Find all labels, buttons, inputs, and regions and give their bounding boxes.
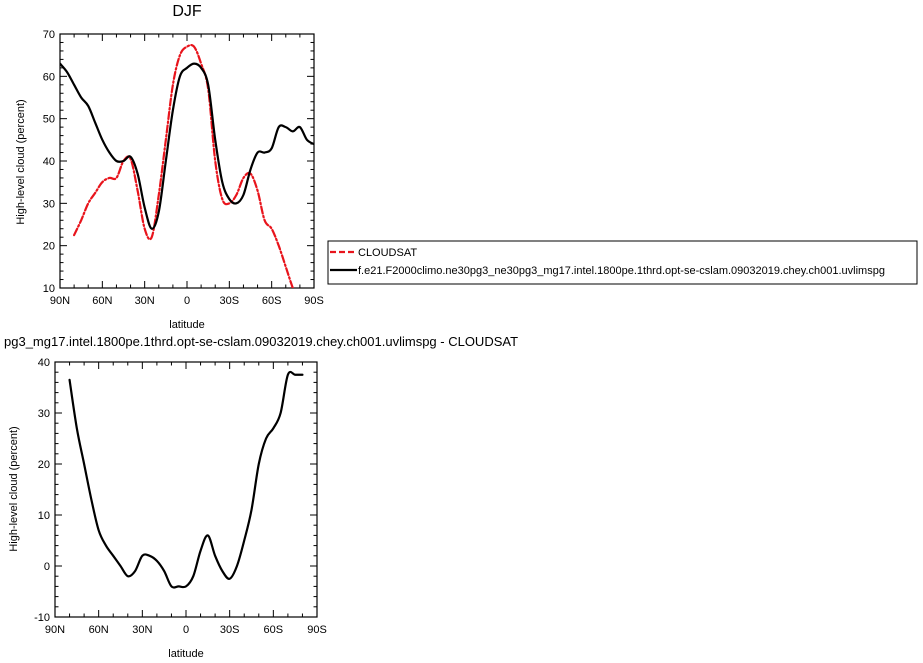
x-tick-label: 90S bbox=[307, 624, 327, 636]
bottom-chart: pg3_mg17.intel.1800pe.1thrd.opt-se-cslam… bbox=[4, 334, 518, 660]
x-tick-label: 90N bbox=[45, 624, 65, 636]
x-tick-label: 90N bbox=[50, 295, 70, 307]
x-tick-label: 30S bbox=[220, 295, 240, 307]
y-tick-label: 20 bbox=[38, 459, 50, 471]
legend-label-model: f.e21.F2000climo.ne30pg3_ne30pg3_mg17.in… bbox=[358, 265, 885, 277]
top-chart-series-line-0 bbox=[73, 43, 295, 288]
x-tick-label: 60N bbox=[89, 624, 109, 636]
x-tick-label: 0 bbox=[184, 295, 190, 307]
top-chart-plot-frame bbox=[59, 33, 315, 289]
legend: CLOUDSAT f.e21.F2000climo.ne30pg3_ne30pg… bbox=[327, 240, 918, 285]
y-tick-label: 60 bbox=[43, 71, 55, 83]
bottom-chart-series-line-0 bbox=[68, 370, 304, 589]
y-tick-label: 10 bbox=[38, 510, 50, 522]
y-tick-label: 20 bbox=[43, 241, 55, 253]
y-tick-label: 70 bbox=[43, 29, 55, 41]
top-chart-title: DJF bbox=[172, 3, 202, 20]
x-tick-label: 30S bbox=[220, 624, 240, 636]
y-tick-label: 30 bbox=[38, 408, 50, 420]
y-tick-label: 40 bbox=[38, 357, 50, 369]
y-tick-label: -10 bbox=[34, 612, 50, 624]
bottom-chart-x-axis-label: latitude bbox=[168, 648, 203, 660]
y-tick-label: 50 bbox=[43, 114, 55, 126]
y-tick-label: 10 bbox=[43, 283, 55, 295]
x-tick-label: 30N bbox=[135, 295, 155, 307]
bottom-chart-title: pg3_mg17.intel.1800pe.1thrd.opt-se-cslam… bbox=[4, 334, 518, 349]
x-tick-label: 60S bbox=[264, 624, 284, 636]
top-chart-y-axis-label: High-level cloud (percent) bbox=[15, 99, 27, 224]
bottom-chart-plot-frame bbox=[54, 361, 318, 618]
bottom-chart-y-axis-label: High-level cloud (percent) bbox=[8, 426, 20, 551]
y-tick-label: 30 bbox=[43, 198, 55, 210]
top-chart: DJF High-level cloud (percent) latitude … bbox=[15, 3, 324, 331]
x-tick-label: 30N bbox=[132, 624, 152, 636]
legend-box bbox=[327, 240, 918, 285]
x-tick-label: 60N bbox=[92, 295, 112, 307]
top-chart-series-line-1 bbox=[60, 62, 314, 230]
y-tick-label: 40 bbox=[43, 156, 55, 168]
legend-label-cloudsat: CLOUDSAT bbox=[358, 247, 417, 259]
x-tick-label: 0 bbox=[183, 624, 189, 636]
x-tick-label: 60S bbox=[262, 295, 282, 307]
x-tick-label: 90S bbox=[304, 295, 324, 307]
top-chart-x-axis-label: latitude bbox=[169, 319, 204, 331]
y-tick-label: 0 bbox=[44, 561, 50, 573]
